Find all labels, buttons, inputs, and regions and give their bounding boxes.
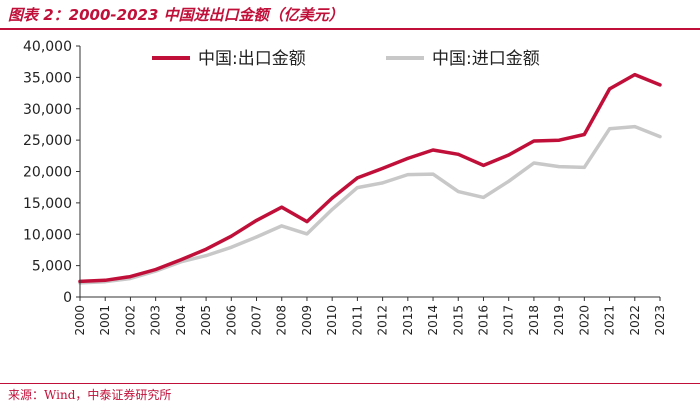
title-divider: [0, 28, 700, 30]
export-data-point: [582, 133, 586, 136]
chart-title: 图表 2：2000-2023 中国进出口金额（亿美元）: [8, 6, 344, 24]
import-data-point: [305, 232, 309, 236]
y-tick-label: 0: [63, 290, 72, 306]
export-data-point: [381, 166, 385, 170]
x-tick-label: 2012: [376, 305, 390, 336]
export-data-point: [154, 268, 158, 271]
export-data-point: [608, 87, 612, 91]
legend-label: 中国:进口金额: [432, 49, 540, 69]
import-data-point: [355, 186, 359, 190]
import-data-point: [582, 165, 586, 169]
export-data-point: [255, 218, 258, 222]
import-data-point: [658, 135, 662, 139]
y-tick-label: 40,000: [23, 39, 72, 55]
import-data-point: [633, 125, 637, 129]
line-chart: 中国:出口金额 中国:进口金额 0 5,000 10,000 15,000 20,000 2…: [23, 39, 667, 336]
series-layer: [78, 72, 662, 285]
export-data-point: [305, 220, 309, 224]
source-note: 来源：Wind，中泰证券研究所: [8, 388, 172, 402]
x-tick-label: 2021: [603, 305, 617, 336]
import-data-point: [557, 165, 561, 169]
export-data-point: [128, 275, 132, 279]
x-tick-label: 2003: [149, 305, 163, 336]
y-tick-label: 35,000: [23, 70, 72, 86]
export-data-point: [229, 234, 233, 238]
x-tick-label: 2007: [250, 305, 264, 336]
source-divider: [0, 383, 700, 384]
legend: 中国:出口金额 中国:进口金额: [152, 49, 540, 69]
y-tick-label: 25,000: [23, 133, 72, 149]
export-data-point: [406, 156, 410, 160]
import-data-point: [456, 190, 460, 194]
import-data-point: [608, 127, 612, 131]
x-tick-label: 2001: [98, 305, 112, 336]
export-series-line: [78, 72, 662, 284]
export-data-point: [633, 73, 637, 77]
export-data-point: [431, 148, 435, 152]
x-tick-label: 2010: [325, 305, 339, 336]
x-tick-label: 2018: [527, 305, 541, 336]
import-series-line: [78, 124, 662, 285]
x-tick-label: 2011: [350, 305, 364, 336]
legend-import: 中国:进口金额: [386, 49, 540, 69]
legend-export: 中国:出口金额: [152, 49, 306, 69]
y-tick-label: 15,000: [23, 196, 72, 212]
export-data-point: [456, 152, 460, 156]
x-tick-label: 2015: [451, 305, 465, 336]
import-data-point: [532, 161, 536, 165]
x-tick-label: 2013: [401, 305, 415, 336]
import-data-point: [431, 172, 435, 176]
import-data-point: [229, 245, 233, 249]
y-tick-label: 30,000: [23, 102, 72, 118]
export-data-point: [658, 83, 662, 87]
x-tick-label: 2008: [275, 305, 289, 336]
x-tick-label: 2006: [224, 305, 238, 336]
import-data-point: [255, 235, 258, 239]
y-tick-label: 20,000: [23, 165, 72, 181]
x-tick-label: 2023: [653, 305, 667, 336]
y-tick-label: 5,000: [32, 259, 72, 275]
import-data-point: [381, 181, 385, 185]
x-tick-label: 2022: [628, 305, 642, 336]
import-data-point: [204, 254, 208, 258]
x-tick-label: 2016: [476, 305, 490, 336]
y-tick-label: 10,000: [23, 227, 72, 243]
export-data-point: [355, 176, 359, 180]
export-data-point: [330, 196, 334, 200]
import-data-point: [482, 195, 485, 199]
export-data-point: [204, 247, 208, 251]
x-tick-label: 2014: [426, 305, 440, 336]
import-data-point: [280, 224, 284, 228]
export-data-point: [103, 278, 107, 282]
x-tick-label: 2005: [199, 305, 213, 336]
import-data-point: [507, 179, 511, 183]
export-data-point: [280, 205, 284, 209]
export-data-point: [179, 258, 183, 262]
x-tick-label: 2020: [577, 305, 591, 336]
legend-label: 中国:出口金额: [198, 49, 306, 69]
export-data-point: [557, 138, 561, 142]
export-data-point: [482, 163, 485, 167]
import-data-point: [330, 207, 334, 211]
x-tick-label: 2000: [73, 305, 87, 336]
import-data-point: [406, 173, 410, 177]
x-tick-label: 2017: [502, 305, 516, 336]
x-tick-label: 2009: [300, 305, 314, 336]
x-tick-label: 2019: [552, 305, 566, 336]
axes-layer: 0 5,000 10,000 15,000 20,000 25,000 30,000 35,0…: [23, 39, 667, 336]
x-tick-label: 2002: [123, 305, 137, 336]
export-data-point: [507, 153, 511, 157]
export-data-point: [532, 139, 536, 143]
x-tick-label: 2004: [174, 305, 188, 336]
